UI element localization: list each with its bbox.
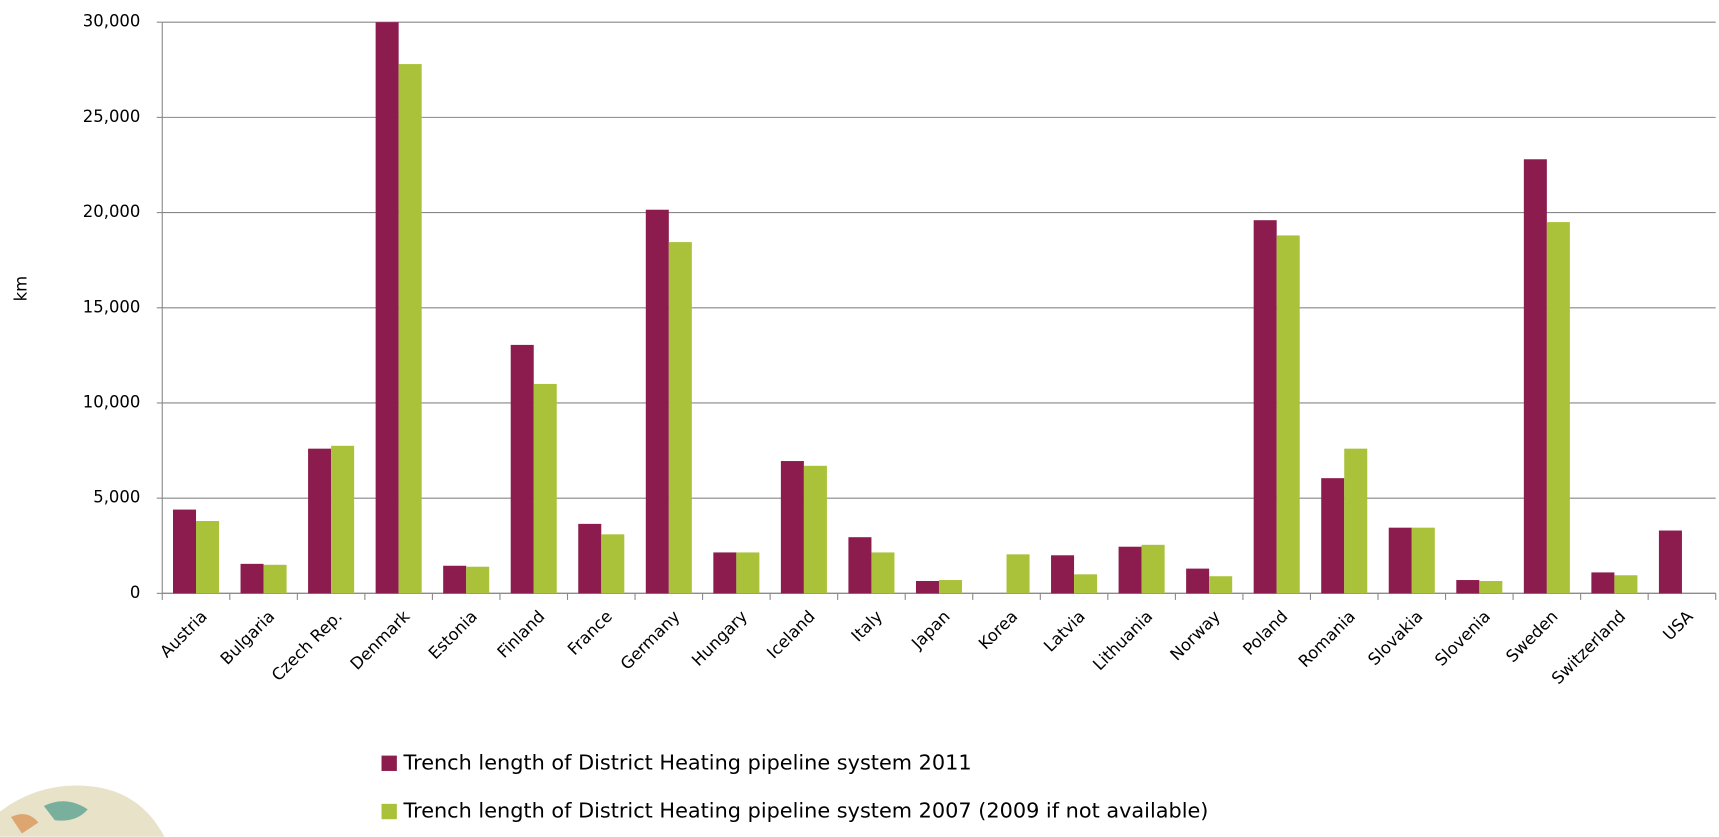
bar [1321,478,1345,594]
bar [871,552,895,594]
bar [601,534,625,594]
bar [398,64,422,594]
x-tick-label: Austria [156,607,211,662]
bar [533,383,557,594]
y-tick-label: 20,000 [83,202,141,221]
bar [308,448,332,594]
bar [1118,546,1142,594]
bar [1006,554,1030,594]
x-tick-label: Hungary [688,607,751,670]
bar [780,461,804,594]
bar [736,552,760,594]
y-tick-label: 10,000 [83,392,141,411]
bar [1411,527,1435,594]
bar [645,209,669,594]
bar [668,242,692,594]
x-tick-label: Bulgaria [217,607,279,669]
x-tick-label: Japan [907,607,954,654]
bar [1141,544,1165,594]
x-tick-label: Poland [1239,607,1291,659]
bar [1546,222,1570,594]
bar [578,523,602,594]
bar [1658,530,1682,594]
bar [375,22,399,594]
bar [1523,159,1547,594]
y-axis-label: km [11,276,30,302]
bar [803,465,827,594]
decoration [0,785,165,837]
bar [443,565,467,594]
x-tick-label: Czech Rep. [268,607,346,685]
bar [1209,576,1233,594]
x-tick-label: Estonia [425,607,481,663]
bar [510,344,534,594]
bar [240,563,264,594]
y-tick-label: 0 [130,583,140,602]
bar [1276,235,1300,594]
bar [196,521,220,594]
x-tick-label: Romania [1295,607,1359,671]
x-tick-label: USA [1659,606,1697,644]
x-tick-label: Sweden [1502,607,1561,666]
bar [713,552,737,594]
bar [915,580,939,594]
x-tick-label: Slovenia [1431,607,1494,670]
x-tick-label: Iceland [763,607,819,663]
bar [466,566,490,594]
x-tick-label: Lithuania [1089,607,1156,674]
x-tick-label: Slovakia [1364,607,1426,669]
bar [1388,527,1412,594]
legend-swatch [381,755,397,771]
bar [1614,575,1638,594]
bar [1344,448,1368,594]
bar [1074,574,1098,594]
bar [938,580,963,594]
bar [1456,580,1480,594]
x-tick-label: Norway [1166,607,1224,665]
y-tick-label: 15,000 [83,297,141,316]
bar [848,537,872,594]
legend: Trench length of District Heating pipeli… [381,750,1208,823]
legend-label: Trench length of District Heating pipeli… [402,750,971,774]
x-tick-label: Germany [617,607,684,674]
bar [1186,568,1210,594]
x-tick-label: Italy [848,607,887,646]
legend-label: Trench length of District Heating pipeli… [402,799,1208,823]
bar [1051,555,1075,594]
bar [331,445,355,594]
y-tick-label: 25,000 [83,107,141,126]
legend-swatch [381,803,397,820]
x-tick-label: Latvia [1040,607,1089,656]
bar [1479,580,1503,594]
x-tick-label: Denmark [347,606,414,673]
x-tick-label: Finland [494,607,549,662]
bar [263,564,287,594]
x-tick-label: Korea [975,607,1021,653]
bar [1591,572,1615,594]
x-tick-label: France [564,607,616,659]
bar [1253,220,1277,594]
bar [173,509,197,594]
y-tick-label: 5,000 [93,488,140,507]
y-tick-label: 30,000 [83,12,141,31]
